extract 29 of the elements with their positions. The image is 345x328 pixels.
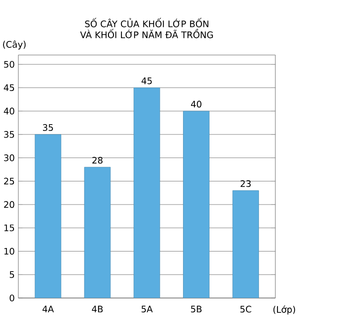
bar <box>134 88 160 298</box>
y-tick-label: 0 <box>10 294 14 302</box>
x-tick-label: 5C <box>240 306 252 313</box>
bar <box>183 110 210 298</box>
x-tick-label: 5B <box>191 306 202 312</box>
y-tick-label: 50 <box>4 60 14 68</box>
data-label: 23 <box>240 180 251 187</box>
data-label: 40 <box>191 100 202 108</box>
y-tick-label: 30 <box>4 154 14 162</box>
y-tick-label: 40 <box>4 108 14 114</box>
y-tick-label: 25 <box>4 178 14 185</box>
y-axis-title: (Cây) <box>3 40 26 50</box>
x-axis-title: (Lớp) <box>273 306 296 315</box>
data-label: 35 <box>42 124 53 131</box>
y-tick-label: 45 <box>4 84 14 92</box>
y-tick-label: 20 <box>4 201 14 208</box>
y-tick-label: 10 <box>4 248 14 255</box>
bar <box>232 190 259 298</box>
y-tick-label: 35 <box>4 131 14 138</box>
bar <box>34 134 62 298</box>
x-tick-label: 5A <box>142 306 153 312</box>
data-label: 45 <box>142 78 152 84</box>
x-tick-label: 4B <box>92 306 103 312</box>
x-tick-label: 4A <box>42 306 54 312</box>
bar <box>84 166 111 298</box>
chart-title: SỐ CÂY CỦA KHỐI LỚP BỐN VÀ KHỐI LỚP NĂM ĐÃ TRỒNG <box>80 18 213 38</box>
data-label: 28 <box>92 156 103 164</box>
y-tick-label: 5 <box>10 271 14 278</box>
y-tick-label: 15 <box>4 224 14 232</box>
